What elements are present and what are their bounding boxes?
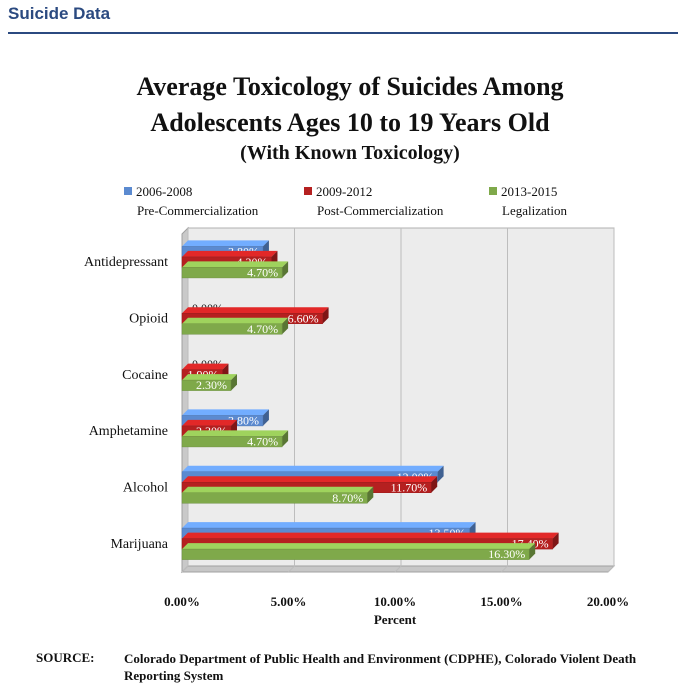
source-text: Colorado Department of Public Health and…: [124, 651, 637, 683]
bar-end-face-2013-2015: [367, 486, 374, 504]
legend-item-2006-2008: 2006-2008 Pre-Commercialization: [124, 182, 258, 220]
gridline-floor: [288, 565, 295, 573]
data-label: 2.30%: [196, 378, 227, 392]
bar-end-face-2013-2015: [230, 374, 237, 391]
legend-swatch-2006-2008: [124, 187, 132, 195]
bar-top-face-2006-2008: [182, 465, 444, 472]
y-category-label: Opioid: [129, 312, 168, 327]
bar-top-face-2009-2012: [182, 532, 559, 539]
legend-swatch-2009-2012: [304, 187, 312, 195]
bar-end-face-2013-2015: [282, 430, 289, 447]
legend-item-2009-2012: 2009-2012 Post-Commercialization: [304, 182, 443, 220]
gridline-floor: [181, 565, 189, 573]
bar-top-face-2009-2012: [182, 250, 278, 257]
legend-series-subtitle: Legalization: [502, 203, 567, 218]
legend-swatch-2013-2015: [489, 187, 497, 195]
y-category-label: Amphetamine: [89, 424, 168, 439]
bar-top-face-2006-2008: [182, 522, 476, 529]
bar-end-face-2009-2012: [322, 307, 329, 324]
y-category-label: Antidepressant: [84, 255, 168, 270]
bar-top-face-2013-2015: [182, 261, 289, 268]
data-label: 16.30%: [488, 547, 525, 561]
header-label: Suicide Data: [8, 4, 111, 23]
data-label: 4.70%: [247, 434, 278, 448]
legend-series-subtitle: Pre-Commercialization: [137, 203, 259, 218]
bar-top-face-2009-2012: [182, 363, 229, 370]
data-label: 11.70%: [391, 480, 428, 494]
source-label: SOURCE:: [36, 650, 95, 665]
chart-subtitle: (With Known Toxicology): [240, 142, 460, 164]
data-label: 8.70%: [332, 491, 363, 505]
data-label: 4.70%: [247, 322, 278, 336]
legend-series-subtitle: Post-Commercialization: [317, 203, 444, 218]
bar-top-face-2013-2015: [182, 543, 536, 550]
bar-end-face-2006-2008: [437, 465, 444, 483]
bar-2013-2015: [181, 267, 283, 279]
x-tick-label: 0.00%: [164, 594, 200, 609]
x-axis-label: Percent: [374, 612, 417, 627]
header-rule: [8, 32, 678, 34]
data-label: 4.70%: [247, 265, 278, 279]
gridline-floor: [394, 565, 402, 573]
bar-2013-2015: [181, 323, 283, 335]
gridline-floor: [607, 565, 615, 573]
bar-top-face-2009-2012: [182, 307, 329, 314]
chart-title-line-1: Average Toxicology of Suicides Among: [136, 72, 564, 101]
data-label: 6.60%: [288, 311, 319, 325]
x-tick-label: 10.00%: [374, 594, 416, 609]
y-category-label: Cocaine: [122, 368, 168, 383]
bar-2013-2015: [181, 379, 232, 391]
gridline-floor: [501, 565, 508, 573]
bar-top-face-2006-2008: [182, 240, 269, 247]
bar-end-face-2009-2012: [431, 476, 438, 493]
y-category-label: Marijuana: [110, 537, 168, 552]
bar-top-face-2009-2012: [182, 476, 438, 483]
bar-2013-2015: [181, 548, 530, 560]
chart-title-line-2: Adolescents Ages 10 to 19 Years Old: [150, 108, 550, 137]
legend-series-name: 2006-2008: [136, 184, 193, 199]
bar-end-face-2006-2008: [262, 409, 269, 426]
bar-end-face-2013-2015: [282, 261, 289, 278]
bar-2013-2015: [181, 492, 368, 504]
bar-top-face-2013-2015: [182, 430, 289, 437]
bar-end-face-2009-2012: [552, 532, 559, 550]
bar-top-face-2013-2015: [182, 374, 237, 381]
bar-end-face-2013-2015: [282, 317, 289, 335]
bar-top-face-2013-2015: [182, 486, 374, 493]
legend-series-name: 2009-2012: [316, 184, 373, 199]
y-category-label: Alcohol: [123, 481, 168, 496]
bar-top-face-2013-2015: [182, 317, 289, 324]
legend-series-name: 2013-2015: [501, 184, 558, 199]
x-tick-label: 15.00%: [480, 594, 522, 609]
x-tick-label: 5.00%: [271, 594, 307, 609]
bar-top-face-2009-2012: [182, 419, 237, 426]
bar-2013-2015: [181, 436, 283, 448]
bar-top-face-2006-2008: [182, 409, 269, 416]
bar-end-face-2013-2015: [529, 543, 536, 560]
legend-item-2013-2015: 2013-2015 Legalization: [489, 182, 567, 220]
plot-side-wall: [181, 226, 189, 574]
x-tick-label: 20.00%: [587, 594, 629, 609]
